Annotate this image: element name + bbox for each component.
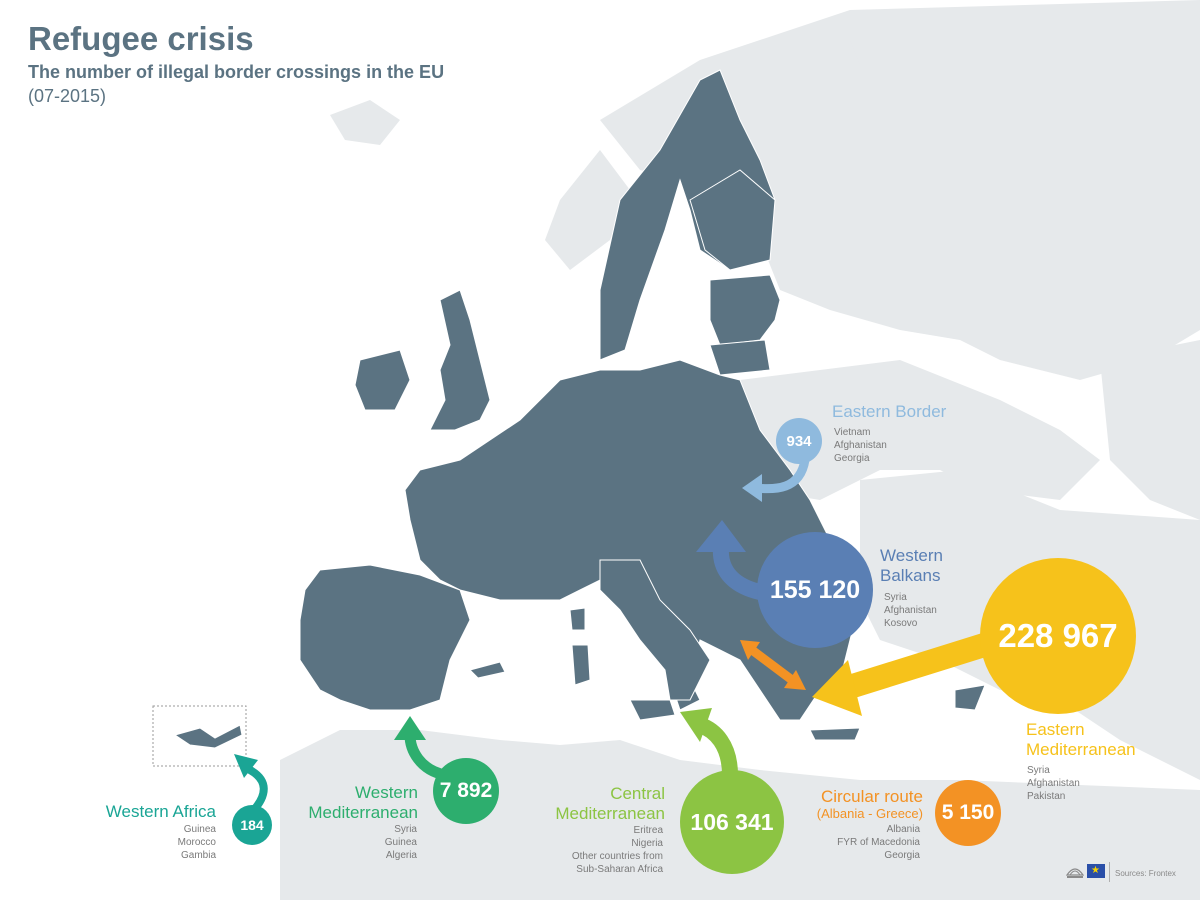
country-item: Nigeria — [631, 838, 663, 849]
country-item: Eritrea — [633, 825, 663, 836]
eu-land — [173, 69, 986, 749]
eastern-border-name: Eastern Border — [832, 402, 947, 421]
western-africa-countries: Guinea Morocco Gambia — [60, 823, 216, 862]
eastern-border-countries: Vietnam Afghanistan Georgia — [834, 426, 887, 465]
central-mediterranean-name: Central Mediterranean — [555, 784, 665, 823]
central-mediterranean-value: 106 341 — [690, 808, 774, 835]
eastern-mediterranean-value: 228 967 — [998, 617, 1118, 654]
country-item: Georgia — [884, 850, 920, 861]
western-balkans-value: 155 120 — [769, 575, 861, 604]
period-label: (07-2015) — [28, 86, 107, 106]
central-mediterranean-arrowhead — [680, 708, 712, 742]
eu-flag-icon — [1087, 864, 1105, 878]
country-item: Afghanistan — [834, 440, 887, 451]
country-item: Syria — [884, 592, 907, 603]
circular-route-arrowhead-1 — [740, 640, 760, 660]
country-item: Afghanistan — [1027, 778, 1080, 789]
central-mediterranean-bubble: 106 341 — [680, 770, 784, 874]
western-mediterranean-value: 7 892 — [439, 779, 493, 802]
parliament-emblem-icon — [1066, 868, 1084, 878]
eastern-mediterranean-countries: Syria Afghanistan Pakistan — [1027, 764, 1080, 803]
western-balkans-arrowhead — [696, 520, 746, 552]
western-balkans-countries: Syria Afghanistan Kosovo — [884, 591, 937, 630]
route-arrows — [234, 455, 1012, 816]
country-item: Guinea — [183, 824, 216, 835]
page-title: Refugee crisis — [28, 20, 254, 57]
country-item: Algeria — [385, 850, 417, 861]
eastern-border-value: 934 — [786, 432, 812, 450]
western-mediterranean-countries: Syria Guinea Algeria — [270, 823, 417, 862]
footer-divider — [1109, 862, 1110, 882]
eastern-mediterranean-bubble: 228 967 — [980, 558, 1136, 714]
country-item: Afghanistan — [884, 605, 937, 616]
circular-route-value: 5 150 — [941, 801, 995, 824]
source-note: Sources: Frontex — [1115, 869, 1176, 878]
circular-route-arrow — [747, 645, 797, 685]
western-africa-value: 184 — [240, 817, 264, 833]
eastern-border-bubble: 934 — [776, 418, 822, 464]
eastern-mediterranean-name: Eastern Mediterranean — [1026, 720, 1136, 759]
country-item: Syria — [394, 824, 417, 835]
country-item: Vietnam — [834, 427, 871, 438]
western-mediterranean-bubble: 7 892 — [433, 758, 499, 824]
country-item: Other countries from — [571, 851, 663, 862]
country-item: Syria — [1027, 765, 1050, 776]
country-item: Guinea — [384, 837, 417, 848]
eastern-mediterranean-arrow — [828, 628, 1012, 702]
western-balkans-name: Western Balkans — [880, 546, 943, 585]
western-africa-name: Western Africa — [105, 802, 216, 821]
country-item: Pakistan — [1027, 791, 1066, 802]
country-item: FYR of Macedonia — [837, 837, 920, 848]
western-africa-arrowhead — [234, 754, 258, 778]
page-subtitle: The number of illegal border crossings i… — [28, 62, 445, 82]
country-item: Kosovo — [884, 618, 918, 629]
circular-route-subname: (Albania - Greece) — [816, 806, 923, 821]
western-mediterranean-arrowhead — [394, 716, 426, 740]
circular-route-countries: Albania FYR of Macedonia Georgia — [760, 823, 920, 862]
eastern-border-arrowhead — [742, 474, 762, 502]
eastern-mediterranean-arrowhead — [812, 660, 862, 716]
country-item: Albania — [886, 824, 920, 835]
canary-islands-inset — [152, 705, 247, 767]
country-item: Morocco — [177, 837, 216, 848]
western-mediterranean-name: Western Mediterranean — [308, 783, 418, 822]
central-mediterranean-countries: Eritrea Nigeria Other countries from Sub… — [510, 824, 663, 876]
country-item: Sub-Saharan Africa — [576, 864, 663, 875]
country-item: Georgia — [834, 453, 870, 464]
circular-route-arrowhead-2 — [784, 670, 806, 690]
circular-route-name: Circular route — [820, 787, 923, 806]
country-item: Gambia — [180, 850, 216, 861]
western-balkans-bubble: 155 120 — [757, 532, 873, 648]
western-africa-bubble: 184 — [232, 805, 272, 845]
circular-route-bubble: 5 150 — [935, 780, 1001, 846]
